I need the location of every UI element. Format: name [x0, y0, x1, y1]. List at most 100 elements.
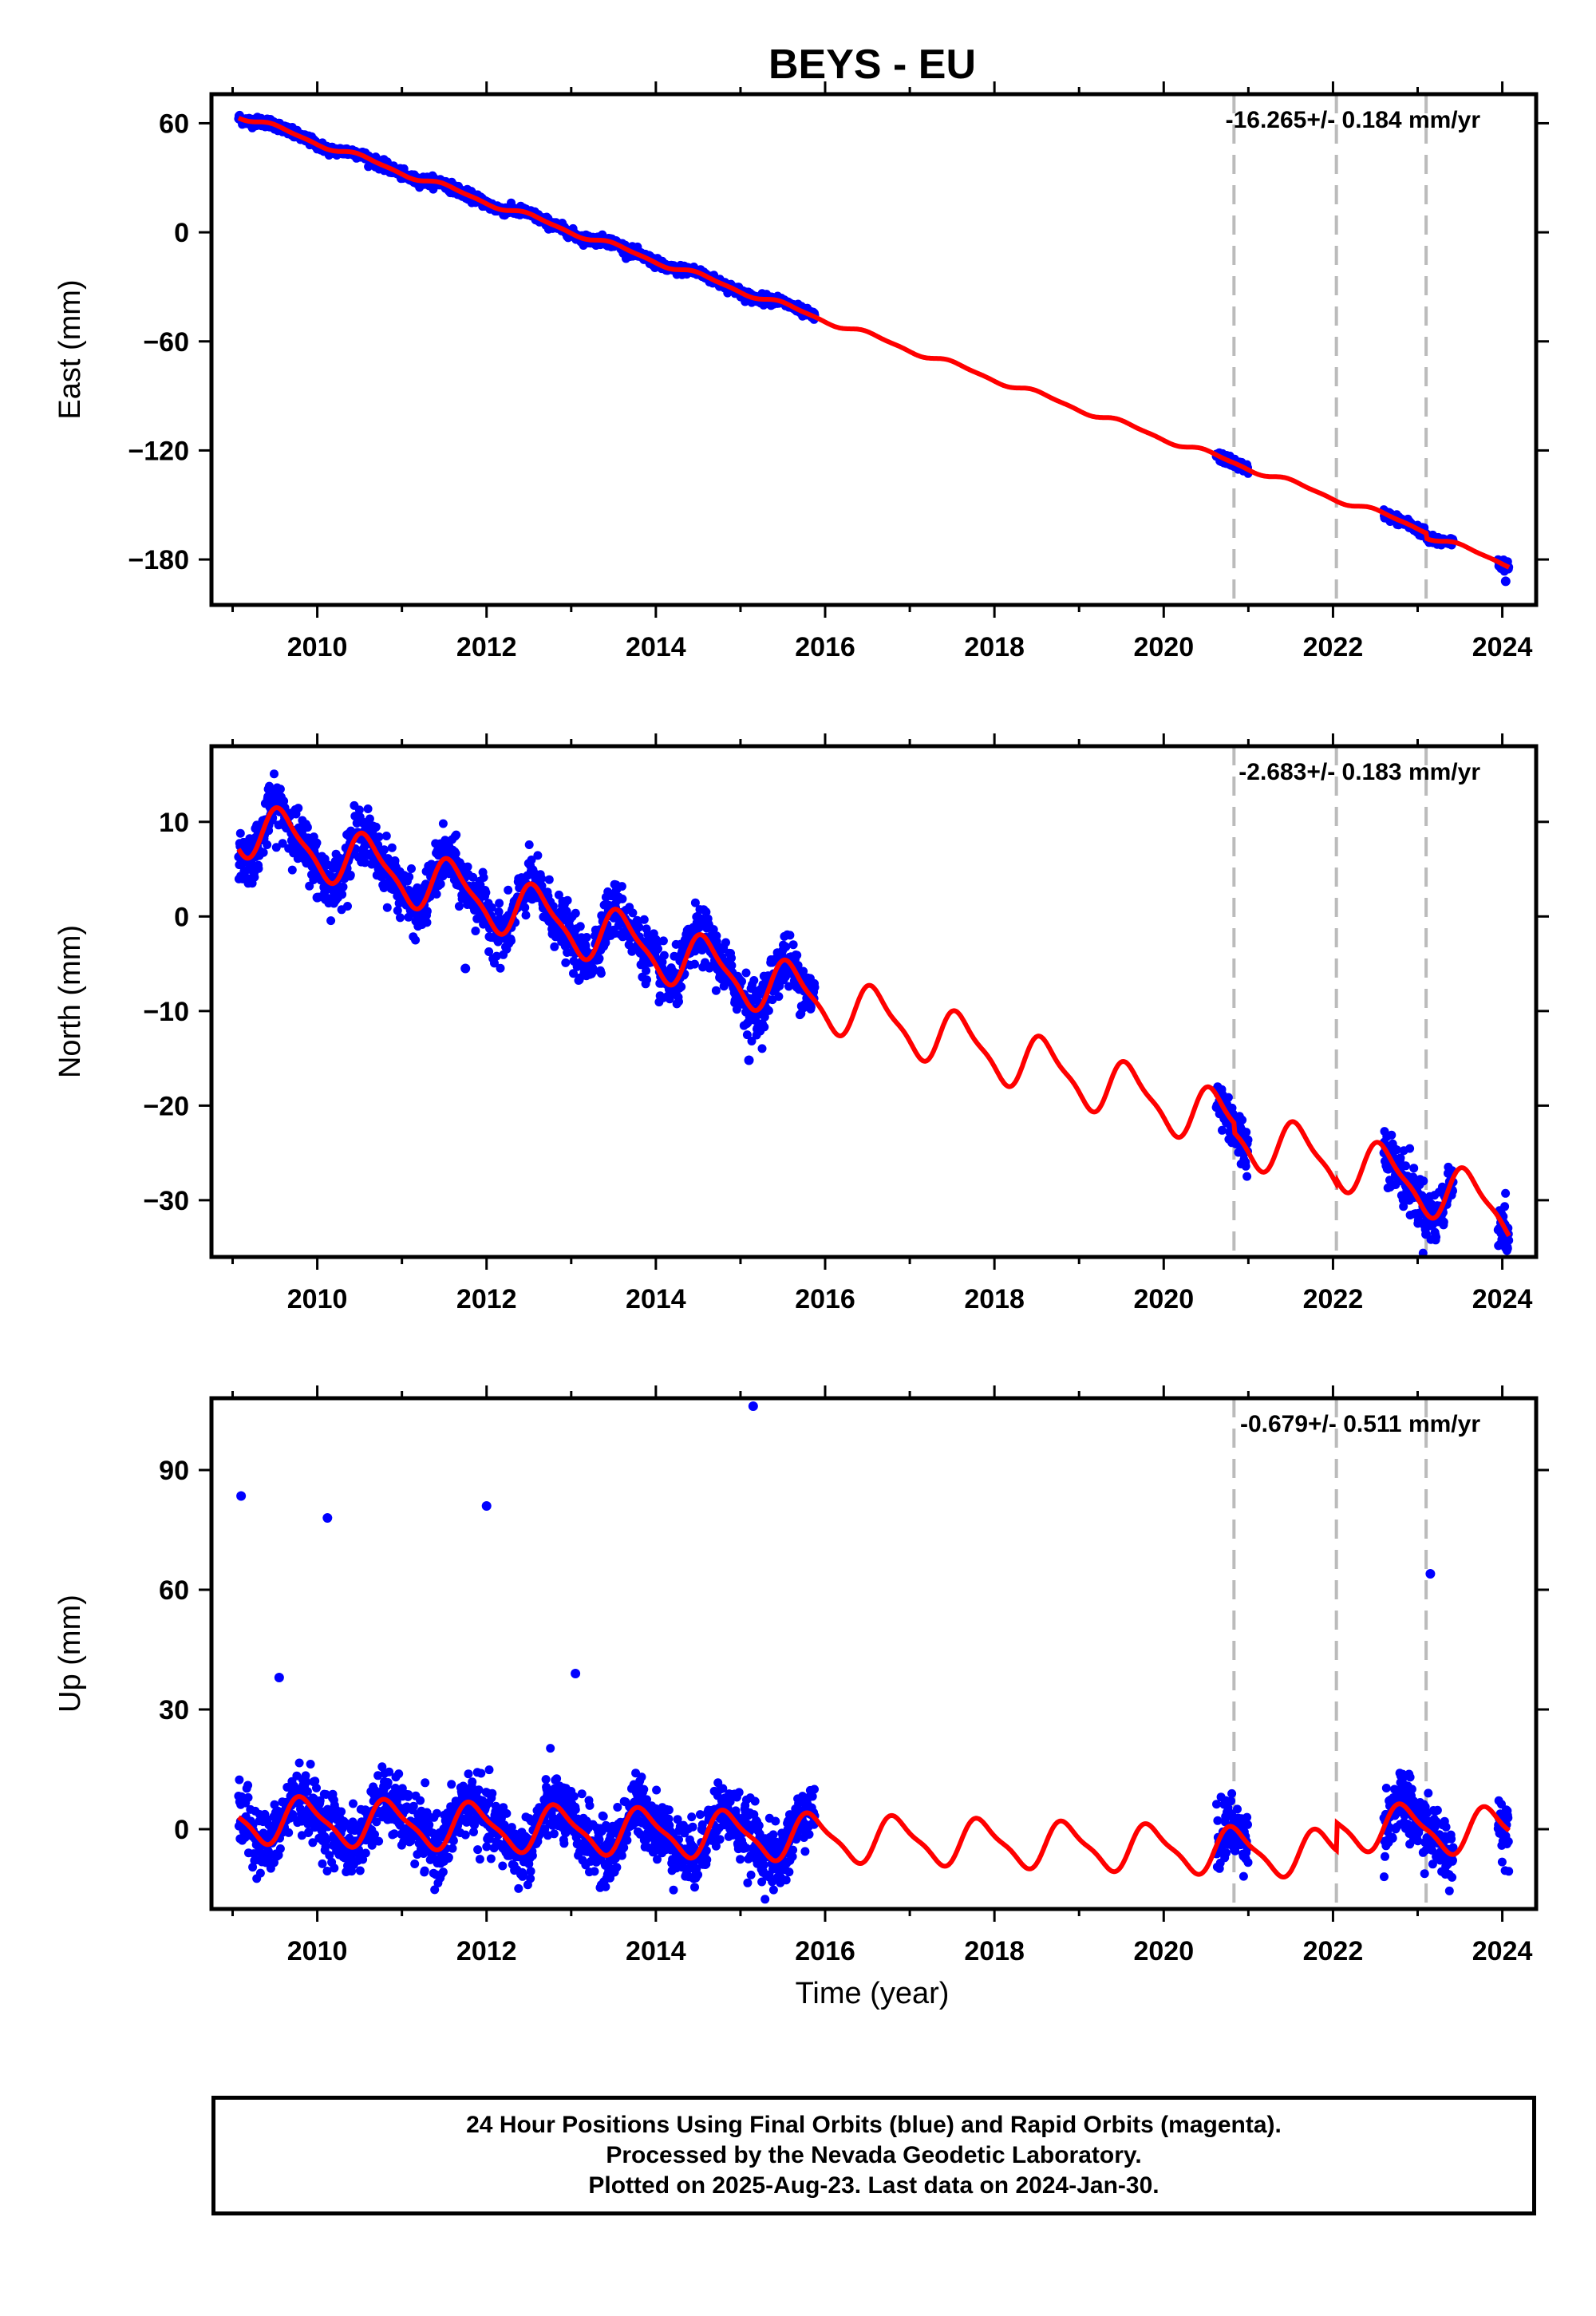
data-point [507, 936, 516, 946]
data-point [360, 858, 369, 868]
data-point [284, 1828, 294, 1837]
x-tick-label: 2020 [1133, 632, 1194, 662]
data-point [639, 1784, 649, 1794]
data-point [637, 1773, 646, 1782]
data-point [496, 963, 505, 973]
data-point [595, 954, 604, 963]
data-point [514, 1883, 523, 1893]
panel-east: 2010 2012 2014 2016 2018 2020 2022 2024600−60−1… [53, 81, 1549, 662]
data-point [476, 1769, 486, 1778]
figure-title: BEYS - EU [768, 41, 976, 88]
data-point [275, 785, 285, 794]
data-point [793, 961, 803, 970]
data-point [312, 1783, 321, 1792]
data-point [308, 1838, 318, 1848]
y-tick-label: 10 [159, 808, 189, 838]
data-point [347, 1867, 357, 1876]
data-point [243, 1792, 253, 1802]
data-point [349, 1799, 358, 1808]
x-tick-label: 2016 [795, 1284, 855, 1314]
data-point [433, 1808, 441, 1818]
data-point [521, 911, 531, 920]
data-point [1387, 1130, 1396, 1140]
data-point [1241, 1161, 1250, 1171]
data-point [447, 1780, 456, 1789]
rate-label: -2.683+/- 0.183 mm/yr [1238, 759, 1480, 785]
data-point [473, 1845, 483, 1855]
data-point [575, 922, 585, 931]
data-point [382, 903, 392, 912]
data-point [596, 969, 606, 978]
data-point [598, 1812, 608, 1821]
data-point [617, 1851, 626, 1860]
x-tick-label: 2014 [626, 632, 686, 662]
data-point [248, 1863, 258, 1872]
data-point [498, 1861, 508, 1871]
data-point [389, 1829, 399, 1839]
data-point [361, 1848, 370, 1858]
data-point [448, 1836, 458, 1845]
data-point [781, 942, 791, 951]
data-point [265, 781, 274, 791]
data-point [727, 961, 737, 970]
data-point [326, 916, 336, 926]
data-point [343, 902, 352, 911]
data-point [254, 864, 263, 873]
data-point [601, 1882, 610, 1891]
data-point [537, 874, 547, 883]
rate-label: -16.265+/- 0.184 mm/yr [1226, 107, 1481, 133]
data-point [452, 830, 461, 840]
data-point [741, 968, 751, 978]
data-point [487, 903, 496, 912]
data-point [654, 944, 662, 954]
data-point [526, 1867, 535, 1876]
data-point [537, 881, 547, 891]
y-tick-label: −30 [143, 1186, 189, 1216]
x-tick-label: 2024 [1472, 1284, 1533, 1314]
data-point [279, 796, 289, 806]
data-point [618, 894, 627, 903]
data-point [549, 1829, 559, 1839]
data-point [642, 966, 651, 975]
data-point [1418, 1248, 1428, 1257]
data-point [479, 873, 488, 882]
data-point [451, 848, 460, 858]
data-point [652, 1785, 662, 1795]
data-point [1504, 1235, 1514, 1245]
data-point [430, 1885, 440, 1895]
data-point [338, 890, 347, 899]
data-point [561, 958, 571, 967]
data-point [337, 1807, 346, 1816]
data-point [492, 951, 501, 961]
data-point [468, 1777, 477, 1787]
data-point [622, 1829, 631, 1839]
data-point [571, 1805, 580, 1814]
data-point [275, 1844, 285, 1853]
data-point [1223, 1093, 1233, 1102]
data-point [474, 1785, 484, 1795]
x-tick-label: 2020 [1133, 1284, 1194, 1314]
data-point [742, 1030, 752, 1040]
data-point [363, 804, 373, 813]
data-point [422, 918, 432, 927]
data-point [774, 992, 784, 1002]
data-point [380, 845, 389, 855]
data-point [469, 1828, 478, 1836]
data-point [1238, 1115, 1247, 1124]
data-point [370, 1830, 379, 1840]
data-point [639, 915, 649, 924]
data-point [527, 1851, 537, 1860]
data-point [642, 1795, 651, 1804]
panel-north: 2010 2012 2014 2016 2018 2020 2022 2024100−10−2… [53, 733, 1549, 1314]
data-point [394, 1769, 404, 1779]
data-point [1242, 1128, 1251, 1137]
data-point [533, 851, 543, 860]
outlier-point [312, 892, 322, 903]
data-point [628, 908, 638, 918]
data-point [294, 1758, 304, 1768]
data-point [422, 907, 432, 916]
x-tick-label: 2022 [1303, 632, 1364, 662]
data-point [287, 865, 297, 875]
data-point [354, 805, 364, 815]
